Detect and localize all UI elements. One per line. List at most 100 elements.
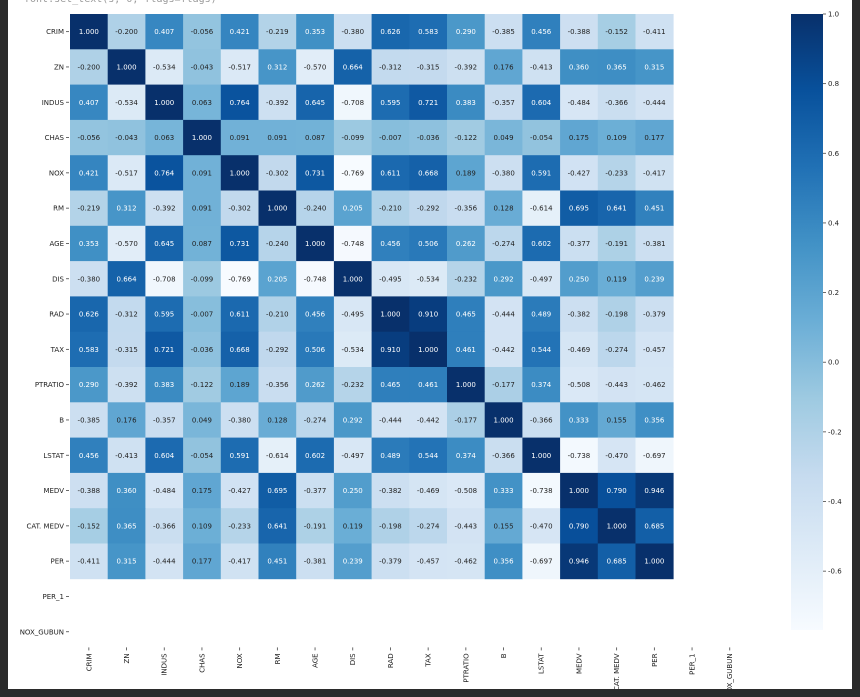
cell-value-label: 0.456 xyxy=(380,240,401,248)
heatmap-cell xyxy=(183,155,222,191)
cell-value-label: -0.357 xyxy=(492,99,515,107)
heatmap-cell xyxy=(70,437,109,474)
column-tick-label: PER xyxy=(651,653,659,667)
cell-value-label: 0.189 xyxy=(230,381,250,389)
heatmap-cell xyxy=(409,472,448,509)
cell-value-label: 0.312 xyxy=(117,205,137,213)
cell-value-label: -0.748 xyxy=(341,240,364,248)
heatmap-cell xyxy=(107,543,146,580)
heatmap-cell xyxy=(220,331,259,368)
cell-value-label: -0.427 xyxy=(568,169,591,177)
heatmap-cell xyxy=(220,543,259,580)
heatmap-cell xyxy=(371,190,410,227)
row-tick-label: PER xyxy=(50,558,64,566)
heatmap-cell xyxy=(522,296,561,333)
cell-value-label: 0.645 xyxy=(154,240,174,248)
cell-value-label: -0.497 xyxy=(341,452,364,460)
cell-value-label: 0.189 xyxy=(456,169,476,177)
heatmap-cell xyxy=(258,331,297,368)
cell-value-label: -0.377 xyxy=(568,240,591,248)
cell-value-label: 0.119 xyxy=(607,275,627,283)
cell-value-label: 0.292 xyxy=(494,275,514,283)
cell-value-label: 0.611 xyxy=(380,169,400,177)
cell-value-label: 0.668 xyxy=(418,169,438,177)
cell-value-label: -0.385 xyxy=(78,416,101,424)
cell-value-label: -0.738 xyxy=(568,452,591,460)
cell-value-label: -0.379 xyxy=(379,558,402,566)
cell-value-label: -0.442 xyxy=(492,346,515,354)
heatmap-cell xyxy=(145,331,184,368)
cell-value-label: -0.274 xyxy=(605,346,628,354)
cell-value-label: 0.695 xyxy=(267,487,287,495)
heatmap-cell xyxy=(560,84,599,121)
cell-value-label: 1.000 xyxy=(569,487,589,495)
cell-value-label: 1.000 xyxy=(380,311,400,319)
heatmap-cell xyxy=(70,225,109,262)
heatmap-cell xyxy=(560,49,599,85)
cell-value-label: -0.443 xyxy=(455,522,478,530)
cell-value-label: 1.000 xyxy=(644,558,664,566)
heatmap-cell xyxy=(371,155,410,191)
heatmap-cell xyxy=(258,543,297,580)
heatmap-cell xyxy=(296,49,335,85)
cell-value-label: -0.382 xyxy=(379,487,402,495)
heatmap-cell xyxy=(371,49,410,85)
heatmap-cell xyxy=(296,190,335,227)
cell-value-label: -0.381 xyxy=(304,558,327,566)
heatmap-cell xyxy=(447,437,486,474)
heatmap-cell xyxy=(107,119,146,156)
heatmap-cell xyxy=(635,296,674,333)
cell-value-label: -0.357 xyxy=(153,416,176,424)
cell-value-label: -0.462 xyxy=(455,558,478,566)
cell-value-label: 0.383 xyxy=(456,99,476,107)
heatmap-cell xyxy=(258,367,297,403)
colorbar-tick-label: 0.2 xyxy=(828,289,839,297)
heatmap-cell xyxy=(371,367,410,403)
cell-value-label: 0.626 xyxy=(79,311,100,319)
heatmap-cell xyxy=(635,155,674,191)
cell-value-label: 1.000 xyxy=(494,416,514,424)
heatmap-cell xyxy=(70,508,109,544)
heatmap-cell xyxy=(183,14,222,50)
cell-value-label: -0.417 xyxy=(228,558,251,566)
column-tick-label: CRIM xyxy=(85,653,93,671)
cell-value-label: -0.570 xyxy=(304,63,327,71)
cell-value-label: -0.274 xyxy=(304,416,327,424)
cell-value-label: 0.721 xyxy=(154,346,174,354)
cell-value-label: -0.043 xyxy=(115,134,138,142)
heatmap-cell xyxy=(484,49,523,85)
cell-value-label: -0.152 xyxy=(78,522,101,530)
cell-value-label: -0.292 xyxy=(417,205,440,213)
heatmap-cells: 1.000 -0.200 0.407 -0.056 0.421 -0.219 0.353 -0… xyxy=(70,14,674,580)
cell-value-label: -0.417 xyxy=(643,169,666,177)
row-tick-label: DIS xyxy=(52,275,64,283)
cell-value-label: 0.721 xyxy=(418,99,438,107)
cell-value-label: -0.233 xyxy=(605,169,628,177)
heatmap-cell xyxy=(220,119,259,156)
heatmap-cell xyxy=(183,508,222,544)
cell-value-label: 0.333 xyxy=(569,416,589,424)
cell-value-label: -0.457 xyxy=(417,558,440,566)
cell-value-label: 1.000 xyxy=(230,169,250,177)
row-tick-label: CRIM xyxy=(46,28,64,36)
cell-value-label: -0.043 xyxy=(191,63,214,71)
heatmap-cell xyxy=(145,261,184,297)
heatmap-cell xyxy=(145,543,184,580)
heatmap-cell xyxy=(409,331,448,368)
cell-value-label: -0.054 xyxy=(191,452,214,460)
cell-value-label: 1.000 xyxy=(117,63,137,71)
heatmap-cell xyxy=(258,508,297,544)
heatmap-cell xyxy=(183,472,222,509)
heatmap-cell xyxy=(522,119,561,156)
cell-value-label: -0.315 xyxy=(115,346,138,354)
cell-value-label: 0.063 xyxy=(154,134,174,142)
heatmap-cell xyxy=(183,119,222,156)
cell-value-label: -0.708 xyxy=(153,275,176,283)
cell-value-label: 0.315 xyxy=(644,63,664,71)
heatmap-cell xyxy=(371,261,410,297)
heatmap-cell xyxy=(258,190,297,227)
cell-value-label: -0.697 xyxy=(643,452,666,460)
heatmap-cell xyxy=(484,155,523,191)
heatmap-cell xyxy=(70,331,109,368)
heatmap-cell xyxy=(107,190,146,227)
